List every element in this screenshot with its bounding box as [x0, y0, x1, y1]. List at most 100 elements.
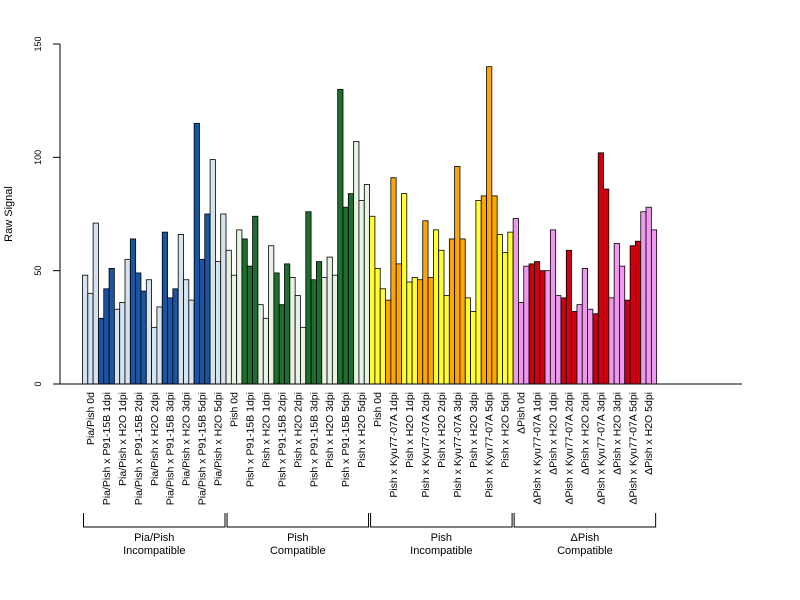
bar — [220, 213, 227, 385]
bar — [236, 229, 243, 385]
bar — [347, 193, 354, 385]
bar — [353, 141, 360, 385]
x-tick-label: Pish x H2O 1dpi — [404, 392, 416, 468]
x-tick-label: ΔPish x Kyu77-07A 1dpi — [532, 392, 544, 505]
x-tick-label: Pish x H2O 2dpi — [292, 392, 304, 468]
bar — [544, 270, 551, 385]
bar — [268, 245, 275, 385]
bar — [470, 311, 477, 385]
bar — [650, 229, 658, 385]
group-sublabel: Incompatible — [123, 545, 185, 557]
x-tick-label: Pia/Pish x P91-15B 5dpi — [197, 392, 209, 505]
x-tick-label: ΔPish x H2O 3dpi — [611, 392, 623, 475]
bar — [337, 88, 344, 385]
bar — [597, 152, 604, 385]
bar — [603, 188, 610, 385]
bar — [321, 277, 328, 385]
bar — [230, 274, 238, 385]
bar — [385, 299, 392, 385]
bar — [214, 261, 222, 385]
bar — [587, 308, 594, 385]
group-sublabel: Compatible — [557, 545, 613, 557]
x-tick-label: Pish x Kyu77-07A 2dpi — [420, 392, 432, 498]
bar — [592, 313, 599, 385]
bar — [140, 290, 147, 385]
bar — [188, 299, 195, 385]
bar — [629, 245, 636, 385]
group-label: Pish — [287, 532, 308, 544]
bar — [549, 229, 557, 385]
bar — [395, 263, 402, 385]
bar — [491, 195, 498, 385]
x-tick-label: Pia/Pish x H2O 1dpi — [117, 392, 129, 486]
x-tick-label: ΔPish x H2O 1dpi — [548, 392, 560, 475]
y-axis: 0 50 100 150 — [33, 36, 61, 387]
x-tick-label: Pish x Kyu77-07A 3dpi — [452, 392, 464, 498]
bar — [119, 301, 126, 385]
bar — [252, 215, 259, 385]
group-brackets: Pia/PishIncompatiblePishCompatiblePishIn… — [83, 513, 657, 557]
bar — [305, 211, 312, 385]
bar — [502, 252, 509, 385]
bar — [209, 159, 216, 385]
bar — [294, 295, 301, 385]
bar — [114, 308, 121, 385]
x-tick-label: Pish x P91-15B 1dpi — [244, 392, 256, 487]
bar — [135, 272, 142, 385]
x-tick-label: Pia/Pish 0d — [85, 392, 97, 445]
x-tick-label: Pia/Pish x H2O 3dpi — [181, 392, 193, 486]
x-tick-label: Pish 0d — [372, 392, 384, 427]
bar — [528, 263, 535, 385]
bar — [363, 184, 370, 385]
x-tick-label: Pish x P91-15B 2dpi — [276, 392, 288, 487]
bar — [645, 206, 652, 385]
bar — [374, 267, 381, 385]
bar — [401, 193, 408, 385]
bar — [310, 279, 317, 385]
bar — [475, 199, 482, 385]
y-axis-label: Raw Signal — [3, 186, 15, 242]
bar — [358, 199, 365, 385]
bar — [576, 304, 583, 385]
bar — [496, 233, 503, 385]
bar — [262, 317, 269, 385]
bar — [98, 317, 105, 385]
bar — [512, 218, 519, 385]
bar — [438, 249, 445, 385]
bar — [443, 295, 450, 385]
x-tick-label: ΔPish x Kyu77-07A 5dpi — [627, 392, 639, 505]
group-bracket-line — [226, 513, 370, 528]
bar — [640, 211, 647, 385]
bar — [289, 277, 296, 385]
bar — [278, 304, 285, 385]
bar — [145, 279, 153, 385]
bar — [454, 165, 461, 385]
bar — [342, 206, 349, 385]
bar — [161, 231, 168, 385]
x-tick-label: Pia/Pish x H2O 5dpi — [213, 392, 225, 486]
bar — [108, 267, 115, 385]
x-tick-label: Pia/Pish x P91-15B 1dpi — [101, 392, 113, 505]
x-tick-label: Pish x H2O 1dpi — [260, 392, 272, 468]
y-tick-label: 0 — [33, 381, 43, 386]
bar — [560, 297, 567, 385]
bar — [406, 281, 413, 385]
bar — [172, 288, 179, 385]
bar — [246, 265, 254, 385]
bar — [257, 304, 264, 385]
bar — [464, 297, 471, 385]
x-tick-labels: Pia/Pish 0d Pia/Pish x P91-15B 1dpi Pia/Pi… — [85, 392, 655, 505]
x-tick-label: ΔPish x H2O 5dpi — [643, 392, 655, 475]
bar — [432, 229, 440, 385]
x-tick-label: ΔPish x H2O 2dpi — [579, 392, 591, 475]
group-sublabel: Incompatible — [410, 545, 472, 557]
bar — [92, 222, 99, 385]
bar — [417, 279, 424, 385]
bar — [284, 263, 291, 385]
bar — [459, 238, 466, 385]
bar — [534, 261, 541, 385]
